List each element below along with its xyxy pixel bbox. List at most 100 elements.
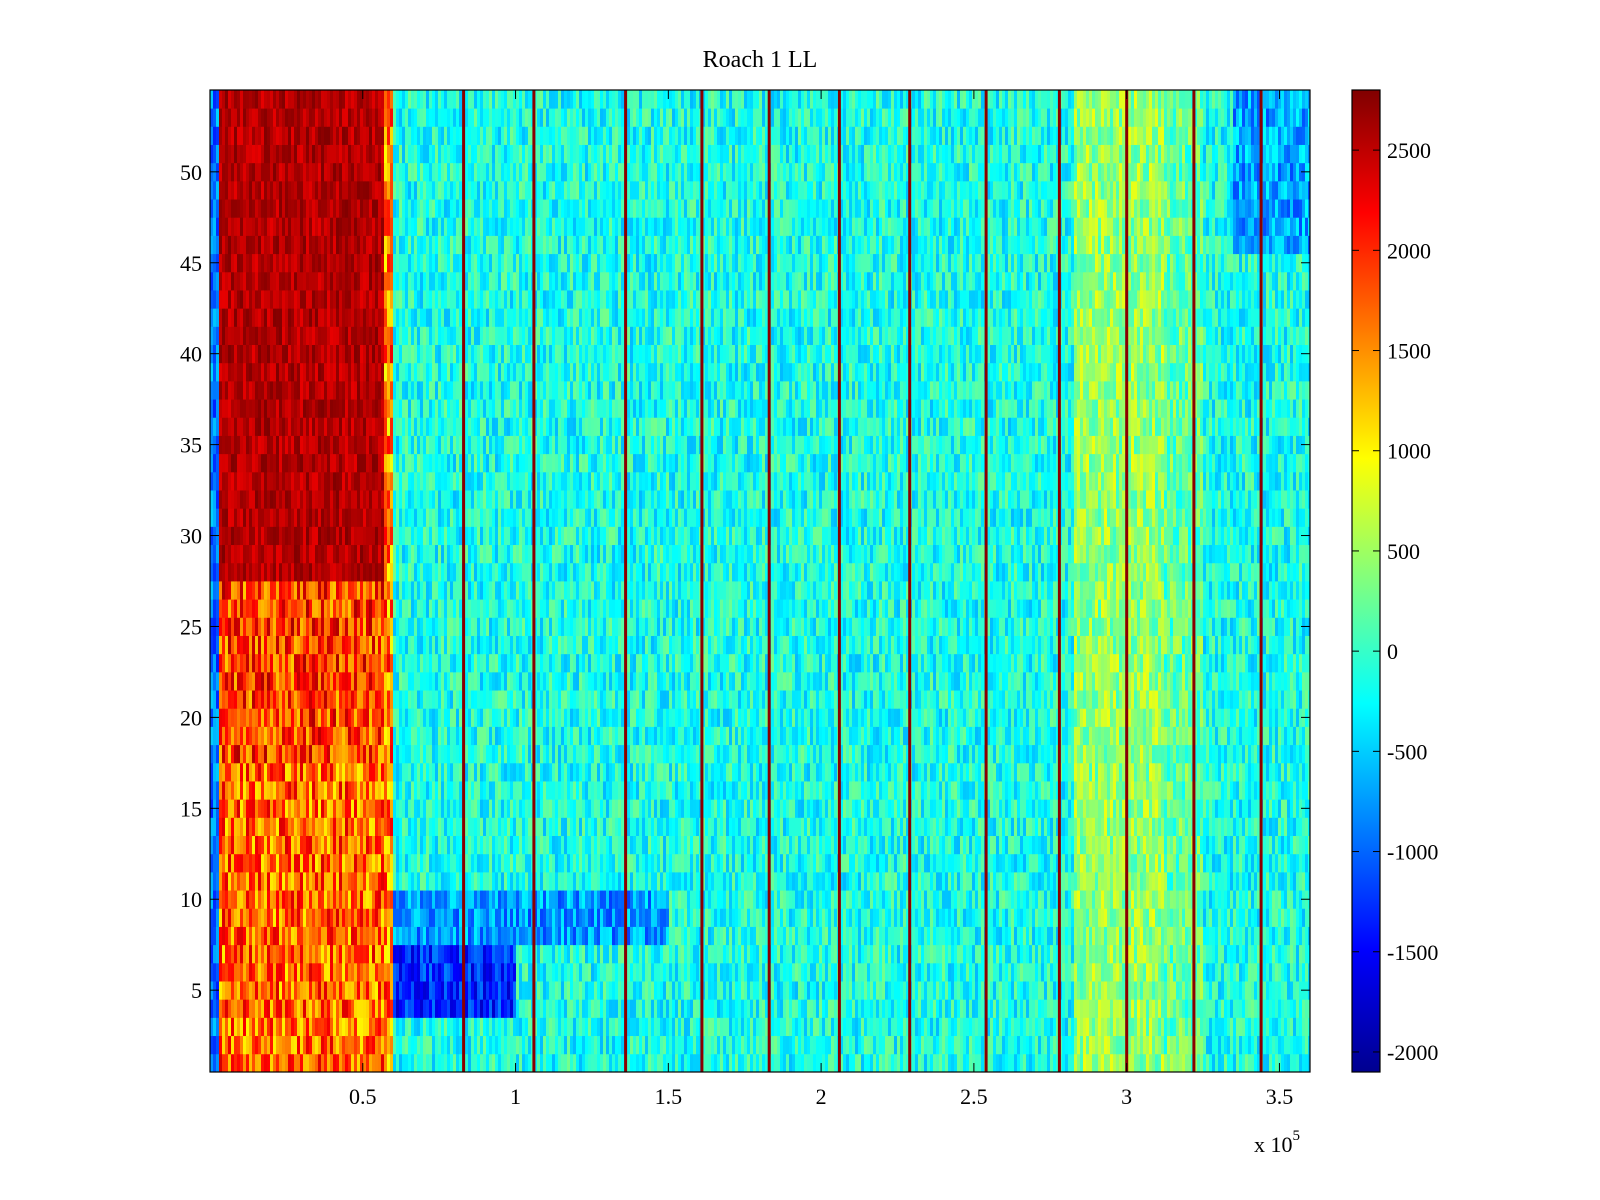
heatmap-cell <box>1017 981 1021 1000</box>
heatmap-cell <box>693 962 697 982</box>
heatmap-cell <box>594 999 598 1018</box>
heatmap-cell <box>975 962 979 982</box>
heatmap-cell <box>729 981 733 1000</box>
heatmap-cell <box>777 1053 781 1072</box>
heatmap-cell <box>249 944 253 964</box>
heatmap-cell <box>684 944 688 964</box>
heatmap-cell <box>690 1035 694 1055</box>
heatmap-cell <box>822 1035 826 1055</box>
heatmap-cell <box>1170 999 1174 1018</box>
heatmap-cell <box>612 1053 616 1072</box>
heatmap-cell <box>1218 890 1222 909</box>
heatmap-cell <box>1194 999 1198 1018</box>
heatmap-cell <box>795 908 799 927</box>
heatmap-cell <box>519 926 523 946</box>
heatmap-cell <box>258 1017 262 1037</box>
heatmap-cell <box>519 999 523 1018</box>
heatmap-cell <box>963 981 967 1000</box>
heatmap-cell <box>891 1017 895 1037</box>
heatmap-cell <box>444 871 448 891</box>
heatmap-cell <box>780 944 784 964</box>
heatmap-cell <box>252 1017 256 1037</box>
heatmap-cell <box>774 1053 778 1072</box>
heatmap-cell <box>705 962 709 982</box>
heatmap-cell <box>369 1035 373 1055</box>
heatmap-cell <box>720 835 724 855</box>
heatmap-cell <box>795 926 799 946</box>
heatmap-cell <box>873 962 877 982</box>
heatmap-cell <box>612 926 616 946</box>
heatmap-cell <box>720 1035 724 1055</box>
heatmap-cell <box>717 944 721 964</box>
heatmap-cell <box>525 853 529 873</box>
heatmap-cell <box>597 853 601 873</box>
heatmap-cell <box>795 999 799 1018</box>
heatmap-cell <box>579 999 583 1018</box>
heatmap-cell <box>414 1017 418 1037</box>
heatmap-cell <box>732 944 736 964</box>
heatmap-cell <box>435 835 439 855</box>
heatmap-cell <box>237 999 241 1018</box>
heatmap-cell <box>1026 835 1030 855</box>
heatmap-cell <box>645 835 649 855</box>
heatmap-cell <box>897 1035 901 1055</box>
heatmap-cell <box>963 1053 967 1072</box>
heatmap-cell <box>828 871 832 891</box>
heatmap-cell <box>978 1017 982 1037</box>
heatmap-cell <box>798 1017 802 1037</box>
heatmap-cell <box>870 926 874 946</box>
heatmap-cell <box>1089 999 1093 1018</box>
heatmap-cell <box>1020 926 1024 946</box>
heatmap-cell <box>522 817 526 836</box>
heatmap-cell <box>675 853 679 873</box>
heatmap-cell <box>1038 962 1042 982</box>
heatmap-cell <box>219 1035 223 1055</box>
heatmap-cell <box>723 871 727 891</box>
heatmap-cell <box>1194 944 1198 964</box>
heatmap-cell <box>642 817 646 836</box>
heatmap-cell <box>549 944 553 964</box>
heatmap-cell <box>978 908 982 927</box>
heatmap-cell <box>960 1035 964 1055</box>
heatmap-cell <box>957 944 961 964</box>
heatmap-cell <box>867 1035 871 1055</box>
heatmap-cell <box>843 1035 847 1055</box>
heatmap-cell <box>708 871 712 891</box>
heatmap-cell <box>306 1053 310 1072</box>
heatmap-cell <box>243 853 247 873</box>
heatmap-cell <box>849 944 853 964</box>
heatmap-cell <box>552 853 556 873</box>
heatmap-cell <box>486 944 490 964</box>
heatmap-cell <box>1215 908 1219 927</box>
heatmap-cell <box>954 944 958 964</box>
heatmap-cell <box>765 817 769 836</box>
heatmap-cell <box>1017 999 1021 1018</box>
heatmap-cell <box>543 1053 547 1072</box>
heatmap-cell <box>657 817 661 836</box>
heatmap-cell <box>879 926 883 946</box>
heatmap-cell <box>210 817 214 836</box>
heatmap-cell <box>1089 871 1093 891</box>
heatmap-cell <box>798 926 802 946</box>
heatmap-cell <box>966 835 970 855</box>
heatmap-cell <box>483 1017 487 1037</box>
heatmap-cell <box>609 944 613 964</box>
heatmap-cell <box>1158 1053 1162 1072</box>
heatmap-cell <box>1263 908 1267 927</box>
heatmap-cell <box>789 1053 793 1072</box>
heatmap-cell <box>1044 926 1048 946</box>
heatmap-cell <box>1014 981 1018 1000</box>
heatmap-cell <box>981 1017 985 1037</box>
heatmap-cell <box>1302 962 1306 982</box>
heatmap-cell <box>900 981 904 1000</box>
heatmap-cell <box>1185 890 1189 909</box>
heatmap-cell <box>507 908 511 927</box>
heatmap-cell <box>1044 999 1048 1018</box>
heatmap-cell <box>999 1035 1003 1055</box>
heatmap-cell <box>1134 908 1138 927</box>
heatmap-cell <box>534 853 538 873</box>
heatmap-cell <box>219 871 223 891</box>
heatmap-cell <box>972 1035 976 1055</box>
heatmap-cell <box>996 944 1000 964</box>
heatmap-cell <box>471 835 475 855</box>
